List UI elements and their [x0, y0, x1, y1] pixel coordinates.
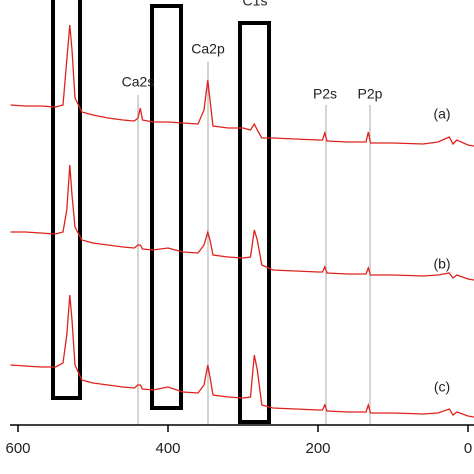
series-line [10, 294, 474, 418]
peak-label: C1s [243, 0, 268, 9]
x-tick-label: 400 [155, 440, 180, 457]
highlight-box [51, 0, 82, 400]
peak-label: Ca2s [122, 74, 155, 90]
series-label: (c) [434, 379, 450, 395]
x-tick-label: 200 [305, 440, 330, 457]
x-tick-label: 600 [5, 440, 30, 457]
highlight-box [238, 21, 271, 424]
peak-label: P2s [313, 86, 337, 102]
series-line [10, 164, 474, 281]
annotation-lines [137, 62, 371, 425]
series-line [10, 24, 474, 147]
peak-label: Ca2p [191, 41, 225, 57]
highlight-boxes [51, 0, 271, 424]
x-tick-label: 0 [464, 440, 472, 457]
peak-label: P2p [358, 86, 383, 102]
series-label: (b) [433, 256, 450, 272]
highlight-box [150, 4, 183, 410]
series-label: (a) [433, 106, 450, 122]
